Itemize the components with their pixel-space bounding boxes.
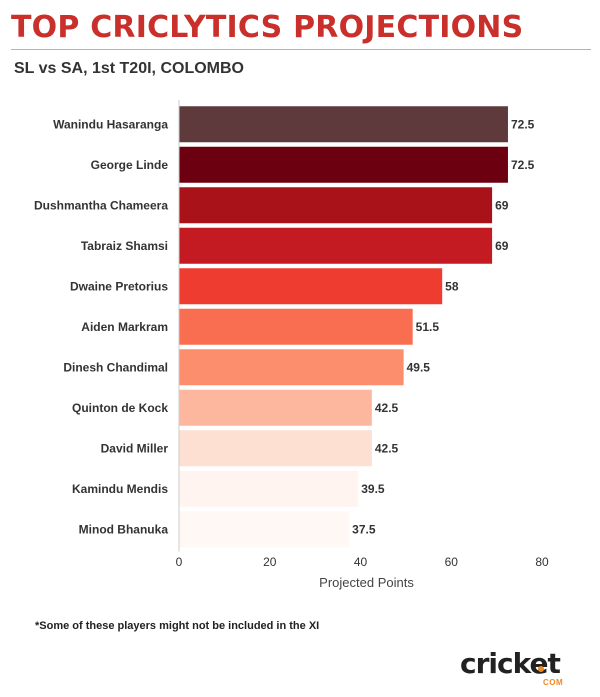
category-labels: Wanindu Hasaranga George Linde Dushmantha … bbox=[34, 117, 168, 536]
category-label: Dwaine Pretorius bbox=[70, 279, 168, 293]
category-label: David Miller bbox=[101, 441, 169, 455]
cricket-com-logo: cricket COM bbox=[460, 648, 572, 688]
value-label: 39.5 bbox=[361, 482, 385, 496]
bar bbox=[179, 146, 508, 183]
category-label: Aiden Markram bbox=[81, 320, 168, 334]
page-title: TOP CRICLYTICS PROJECTIONS bbox=[11, 10, 524, 45]
x-tick-label: 20 bbox=[263, 555, 277, 569]
bar bbox=[179, 430, 372, 467]
bar bbox=[179, 268, 443, 305]
category-label: Wanindu Hasaranga bbox=[53, 117, 168, 131]
value-label: 49.5 bbox=[407, 360, 431, 374]
title-divider bbox=[11, 49, 591, 50]
bar bbox=[179, 308, 413, 345]
bar bbox=[179, 106, 508, 143]
value-label: 42.5 bbox=[375, 441, 399, 455]
category-label: Dushmantha Chameera bbox=[34, 198, 168, 212]
footnote: *Some of these players might not be incl… bbox=[35, 620, 320, 632]
value-label: 72.5 bbox=[511, 117, 535, 131]
value-label: 37.5 bbox=[352, 522, 376, 536]
bar bbox=[179, 227, 493, 264]
value-label: 69 bbox=[495, 198, 509, 212]
value-label: 42.5 bbox=[375, 401, 399, 415]
bar bbox=[179, 389, 372, 426]
category-label: Minod Bhanuka bbox=[79, 522, 169, 536]
category-label: Tabraiz Shamsi bbox=[81, 239, 168, 253]
value-label: 51.5 bbox=[416, 320, 440, 334]
x-tick-label: 0 bbox=[176, 555, 183, 569]
category-label: George Linde bbox=[91, 158, 169, 172]
value-label: 72.5 bbox=[511, 158, 535, 172]
x-tick-label: 60 bbox=[445, 555, 459, 569]
chart-subtitle: SL vs SA, 1st T20I, COLOMBO bbox=[14, 60, 244, 77]
logo-domain: COM bbox=[543, 678, 564, 687]
chart-bars bbox=[179, 106, 508, 548]
x-axis-title: Projected Points bbox=[319, 575, 414, 590]
x-tick-label: 40 bbox=[354, 555, 368, 569]
x-tick-label: 80 bbox=[535, 555, 549, 569]
bar bbox=[179, 470, 359, 507]
category-label: Dinesh Chandimal bbox=[63, 360, 168, 374]
logo-wordmark: cricket bbox=[460, 647, 561, 680]
bar bbox=[179, 187, 493, 224]
x-axis-ticks: 0 20 40 60 80 bbox=[176, 555, 549, 569]
value-label: 58 bbox=[445, 279, 459, 293]
bar bbox=[179, 349, 404, 386]
value-labels: 72.5 72.5 69 69 58 51.5 49.5 42.5 42.5 39.5 37.5 bbox=[352, 117, 534, 536]
category-label: Kamindu Mendis bbox=[72, 482, 168, 496]
value-label: 69 bbox=[495, 239, 509, 253]
bar bbox=[179, 511, 350, 548]
category-label: Quinton de Kock bbox=[72, 401, 168, 415]
logo-dot-icon bbox=[538, 666, 544, 672]
bar-chart: Wanindu Hasaranga George Linde Dushmantha … bbox=[34, 100, 549, 590]
